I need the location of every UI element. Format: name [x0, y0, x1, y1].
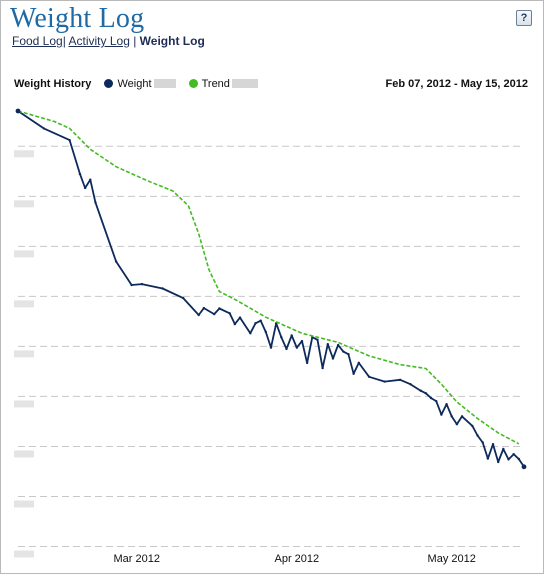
weight-history-label: Weight History	[14, 78, 92, 90]
weight-data-point	[161, 287, 164, 290]
log-navigation: Food Log| Activity Log | Weight Log	[12, 34, 205, 48]
nav-separator: |	[129, 34, 140, 48]
weight-data-point	[285, 347, 288, 351]
weight-data-point	[342, 350, 345, 353]
weight-data-point	[316, 338, 319, 342]
weight-data-point	[486, 457, 490, 460]
weight-data-point	[440, 413, 443, 416]
trend-series-line	[17, 110, 520, 445]
weight-data-point	[300, 339, 304, 343]
weight-data-point	[429, 396, 433, 400]
weight-data-point	[331, 357, 335, 360]
y-tick-label-redacted	[14, 450, 34, 458]
weight-data-point	[295, 346, 299, 349]
weight-data-point	[254, 322, 257, 325]
weight-data-point	[491, 443, 495, 446]
weight-data-point	[496, 460, 500, 464]
weight-data-point	[336, 343, 340, 347]
weight-data-point	[357, 361, 360, 365]
weight-data-point	[269, 346, 273, 349]
y-tick-label-redacted	[14, 350, 34, 358]
weight-data-point	[228, 312, 231, 315]
weight-data-point	[383, 380, 386, 383]
weight-data-point	[78, 172, 82, 176]
weight-data-point	[290, 334, 293, 337]
weight-data-point	[398, 378, 402, 382]
x-tick-label: May 2012	[428, 553, 476, 565]
weight-data-point	[352, 372, 355, 375]
page-title: Weight Log	[10, 3, 145, 34]
weight-data-point	[512, 453, 515, 456]
weight-data-point	[409, 382, 412, 386]
weight-data-point	[83, 186, 87, 190]
weight-data-point	[517, 457, 521, 461]
weight-data-point	[435, 399, 438, 403]
weight-legend-dot	[104, 79, 114, 88]
weight-data-point	[259, 319, 262, 322]
weight-end-point	[521, 464, 527, 470]
weight-data-point	[213, 312, 216, 316]
x-tick-label: Apr 2012	[274, 553, 319, 565]
weight-data-point	[197, 313, 200, 317]
y-tick-label-redacted	[14, 250, 34, 258]
y-tick-label-redacted	[14, 400, 34, 408]
weight-data-point	[347, 352, 350, 356]
y-tick-label-redacted	[14, 550, 34, 558]
weight-data-point	[502, 447, 505, 451]
weight-data-point	[140, 282, 144, 286]
weight-data-point	[218, 307, 221, 310]
weight-data-point	[367, 375, 371, 378]
weight-data-point	[481, 441, 484, 444]
weight-data-point	[326, 342, 329, 346]
weight-start-point	[15, 108, 21, 114]
nav-separator: |	[62, 34, 69, 48]
y-tick-label-redacted	[14, 200, 34, 208]
weight-data-point	[264, 330, 268, 334]
weight-log-current: Weight Log	[139, 34, 205, 48]
weight-data-point	[238, 316, 242, 319]
x-tick-label: Mar 2012	[114, 553, 160, 565]
weight-data-point	[114, 260, 118, 263]
weight-data-point	[450, 415, 453, 418]
food-log-link[interactable]: Food Log	[12, 34, 63, 48]
weight-data-point	[89, 178, 92, 181]
trend-redacted-unit	[231, 79, 258, 88]
weight-redacted-unit	[153, 79, 176, 88]
weight-data-point	[233, 322, 237, 326]
weight-series-line	[17, 110, 525, 468]
weight-data-point	[68, 138, 71, 142]
weight-data-point	[419, 389, 422, 392]
y-tick-label-redacted	[14, 500, 34, 508]
help-button[interactable]: ?	[516, 10, 532, 26]
weight-data-point	[455, 423, 459, 426]
weight-data-point	[445, 402, 448, 406]
trend-legend-label: Trend	[201, 78, 230, 90]
weight-data-point	[460, 415, 464, 418]
weight-data-point	[182, 296, 185, 300]
weight-data-point	[471, 424, 474, 428]
y-tick-label-redacted	[14, 300, 34, 308]
weight-data-point	[424, 392, 428, 395]
weight-data-point	[305, 361, 309, 365]
chart-legend: Weight History Weight Trend Feb 07, 2012…	[14, 78, 528, 90]
weight-data-point	[42, 127, 46, 130]
weight-data-point	[130, 283, 133, 287]
weight-data-point	[507, 458, 510, 461]
weight-legend-label: Weight	[117, 78, 152, 90]
activity-log-link[interactable]: Activity Log	[68, 34, 130, 48]
weight-data-point	[249, 332, 252, 335]
weight-data-point	[280, 336, 283, 339]
weight-data-point	[202, 306, 206, 310]
y-tick-label-redacted	[14, 150, 34, 158]
weight-data-point	[476, 434, 479, 437]
date-range: Feb 07, 2012 - May 15, 2012	[385, 78, 528, 90]
trend-legend-dot	[188, 79, 198, 88]
weight-data-point	[94, 201, 97, 204]
weight-data-point	[321, 366, 324, 370]
